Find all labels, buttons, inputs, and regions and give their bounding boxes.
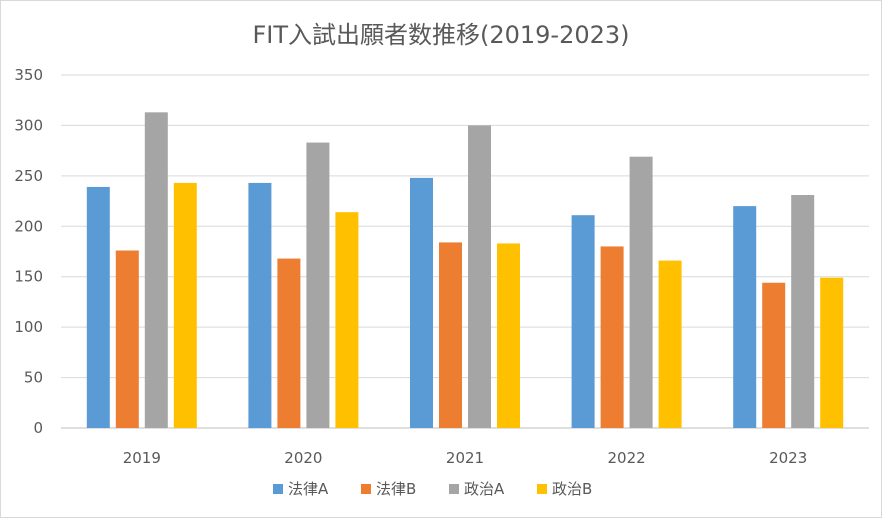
bar-政治B-2020: [335, 212, 359, 428]
bar-政治A-2023: [791, 195, 815, 428]
y-tick-label: 100: [14, 318, 43, 336]
bar-政治A-2022: [629, 156, 653, 429]
bars: [86, 112, 844, 429]
bar-政治B-2019: [173, 182, 197, 428]
chart-title: FIT入試出願者数推移(2019-2023): [252, 21, 629, 49]
bar-政治A-2021: [468, 125, 491, 428]
y-tick-label: 50: [24, 369, 43, 387]
legend-label: 政治B: [552, 480, 592, 498]
y-tick-label: 0: [33, 419, 43, 437]
bar-政治B-2022: [658, 260, 682, 428]
legend-label: 政治A: [464, 480, 505, 498]
y-axis: 0 50 100 150 200 250 300 350: [14, 66, 43, 437]
bar-法律B-2023: [762, 282, 786, 428]
x-tick-label: 2022: [608, 449, 646, 467]
bar-法律A-2021: [410, 177, 433, 428]
bar-政治A-2019: [144, 112, 168, 429]
y-tick-label: 300: [14, 116, 43, 134]
x-tick-label: 2020: [284, 449, 322, 467]
legend-swatch: [449, 484, 459, 494]
bar-法律A-2023: [733, 206, 757, 428]
bar-法律B-2021: [439, 242, 462, 428]
bar-法律A-2022: [571, 215, 595, 428]
legend-swatch: [273, 484, 283, 494]
legend-swatch: [361, 484, 371, 494]
legend-label: 法律B: [376, 480, 416, 498]
legend: 法律A 法律B 政治A 政治B: [273, 480, 592, 498]
bar-法律B-2022: [600, 246, 624, 428]
y-tick-label: 150: [14, 268, 43, 286]
x-tick-label: 2021: [446, 449, 484, 467]
bar-法律B-2020: [277, 258, 301, 428]
bar-政治A-2020: [306, 142, 330, 428]
bar-政治B-2023: [820, 277, 844, 428]
legend-swatch: [537, 484, 547, 494]
bar-政治B-2021: [497, 243, 520, 428]
x-tick-label: 2019: [123, 449, 161, 467]
y-tick-label: 250: [14, 167, 43, 185]
x-tick-label: 2023: [769, 449, 807, 467]
bar-法律A-2020: [248, 182, 272, 428]
y-tick-label: 200: [14, 217, 43, 235]
legend-label: 法律A: [288, 480, 329, 498]
y-tick-label: 350: [14, 66, 43, 84]
bar-法律B-2019: [115, 250, 139, 428]
bar-法律A-2019: [86, 186, 110, 428]
x-axis: 2019 2020 2021 2022 2023: [123, 449, 808, 467]
